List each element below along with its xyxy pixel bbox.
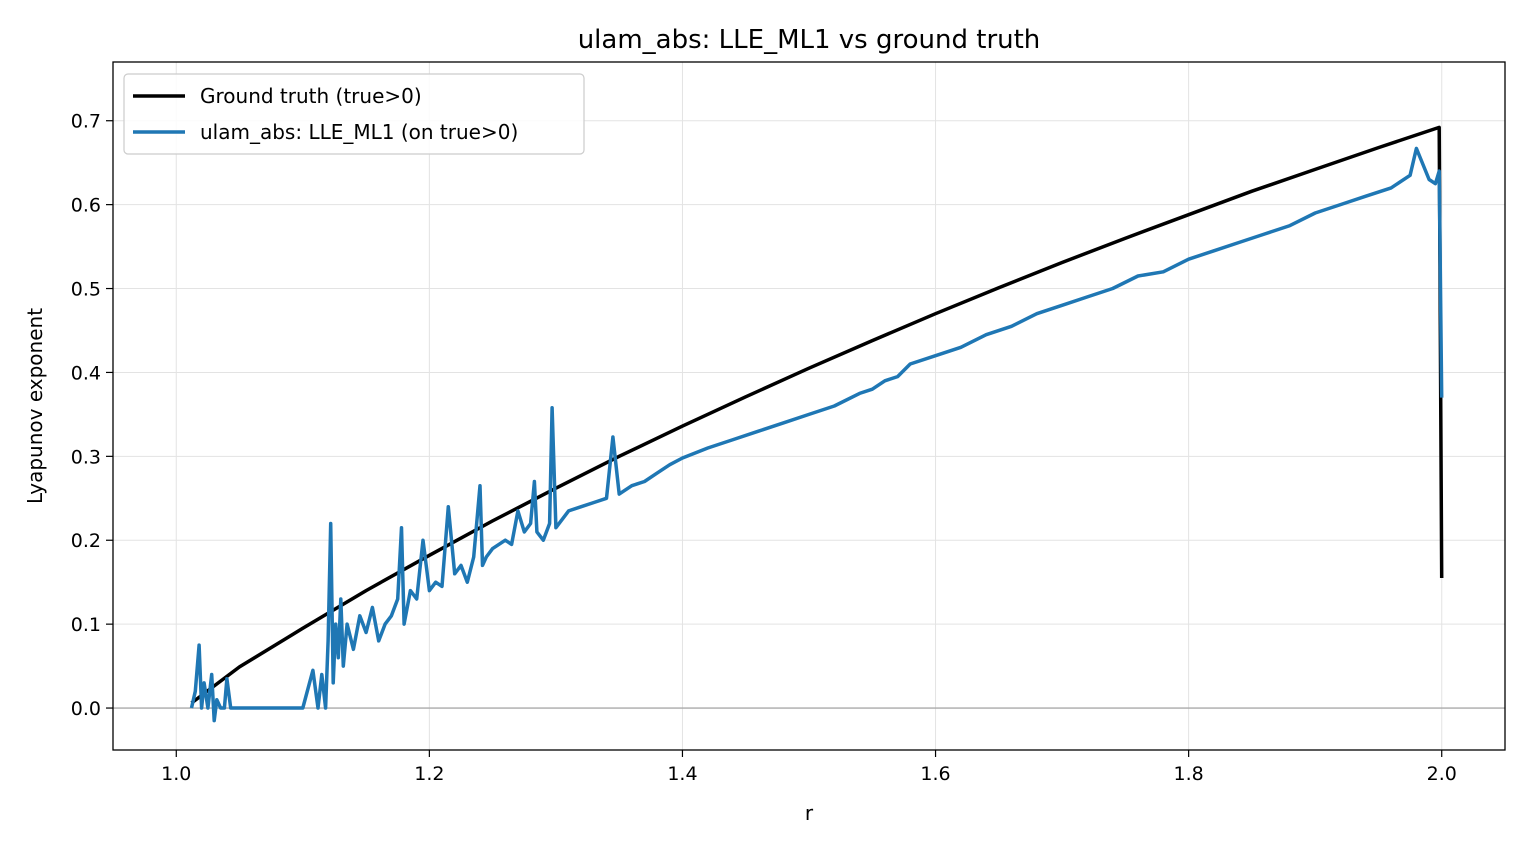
x-tick-label: 1.8 bbox=[1174, 763, 1204, 785]
y-tick-label: 0.4 bbox=[71, 362, 101, 384]
x-tick-label: 1.4 bbox=[667, 763, 697, 785]
legend-label-lle-ml1: ulam_abs: LLE_ML1 (on true>0) bbox=[200, 120, 518, 144]
y-tick-label: 0.0 bbox=[71, 698, 101, 720]
legend: Ground truth (true>0) ulam_abs: LLE_ML1 … bbox=[123, 73, 585, 155]
ticks: 1.0 1.2 1.4 1.6 1.8 2.0 0.0 0.1 0.2 0.3 0.4 0.5 0.6 0… bbox=[71, 111, 1457, 785]
chart-title: ulam_abs: LLE_ML1 vs ground truth bbox=[578, 25, 1041, 55]
y-tick-label: 0.2 bbox=[71, 530, 101, 552]
y-tick-label: 0.3 bbox=[71, 446, 101, 468]
legend-box bbox=[123, 73, 585, 155]
y-tick-label: 0.1 bbox=[71, 614, 101, 636]
series-layer bbox=[189, 125, 1444, 723]
series-line-lle-ml1 bbox=[189, 146, 1444, 723]
y-tick-label: 0.7 bbox=[71, 111, 101, 133]
x-tick-label: 1.6 bbox=[920, 763, 950, 785]
x-axis-label: r bbox=[805, 801, 814, 825]
x-tick-label: 1.0 bbox=[161, 763, 191, 785]
y-axis-label: Lyapunov exponent bbox=[23, 308, 47, 504]
y-tick-label: 0.6 bbox=[71, 195, 101, 217]
plot-frame bbox=[112, 61, 1506, 751]
x-tick-label: 2.0 bbox=[1427, 763, 1457, 785]
legend-label-ground-truth: Ground truth (true>0) bbox=[200, 84, 422, 108]
y-tick-label: 0.5 bbox=[71, 279, 101, 301]
x-tick-label: 1.2 bbox=[414, 763, 444, 785]
